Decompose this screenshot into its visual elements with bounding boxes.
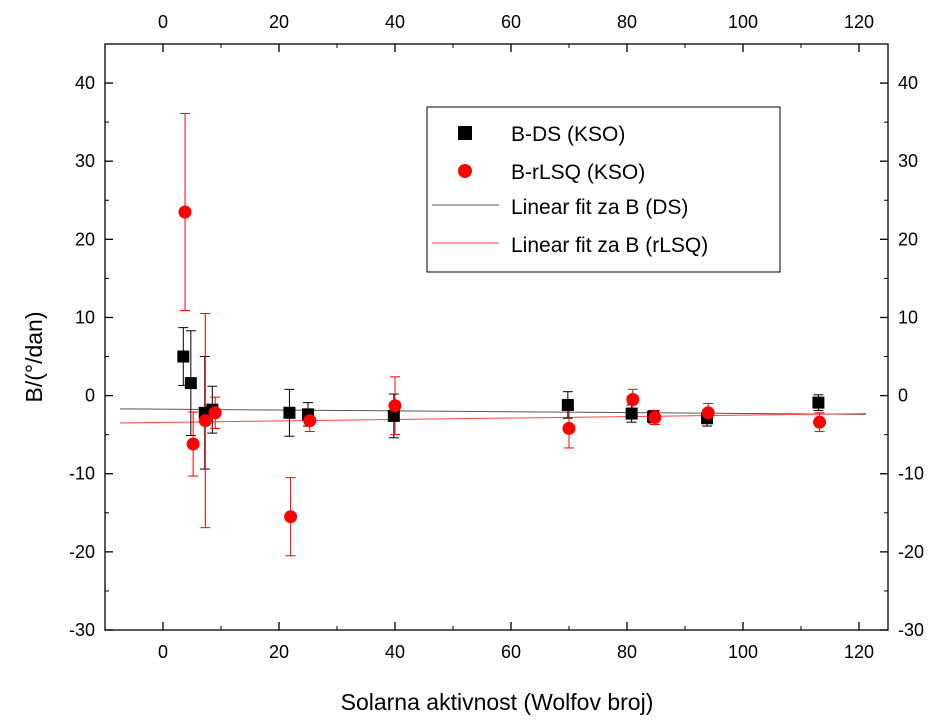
data-point-square bbox=[184, 377, 197, 390]
data-point-circle bbox=[562, 421, 576, 435]
fit-lines bbox=[119, 408, 867, 424]
y-tick-label-right: 20 bbox=[898, 229, 918, 249]
data-point-circle bbox=[208, 406, 222, 420]
y-tick-label-left: -20 bbox=[69, 542, 95, 562]
data-point-circle bbox=[388, 399, 402, 413]
fit-line bbox=[119, 413, 867, 424]
y-tick-label-left: 0 bbox=[85, 386, 95, 406]
y-tick-label-right: 30 bbox=[898, 151, 918, 171]
data-point-square bbox=[283, 406, 296, 419]
data-point-square bbox=[812, 396, 825, 409]
y-tick-label-right: -10 bbox=[898, 464, 924, 484]
y-tick-label-left: 40 bbox=[75, 73, 95, 93]
y-tick-label-right: -20 bbox=[898, 542, 924, 562]
y-tick-label-left: 20 bbox=[75, 229, 95, 249]
data-point-circle bbox=[648, 410, 662, 424]
x-tick-label-top: 20 bbox=[269, 12, 289, 32]
y-tick-label-left: 10 bbox=[75, 307, 95, 327]
x-tick-label-top: 80 bbox=[617, 12, 637, 32]
data-point-circle bbox=[198, 414, 212, 428]
data-point-square bbox=[561, 398, 574, 411]
x-tick-label-top: 120 bbox=[844, 12, 874, 32]
legend-box bbox=[426, 106, 781, 273]
x-tick-label-bottom: 60 bbox=[501, 642, 521, 662]
x-tick-label-bottom: 20 bbox=[269, 642, 289, 662]
y-tick-label-left: -30 bbox=[69, 620, 95, 640]
legend-label-rlsq: B-rLSQ (KSO) bbox=[511, 161, 645, 184]
x-tick-label-bottom: 100 bbox=[728, 642, 758, 662]
legend-marker-rlsq bbox=[458, 164, 472, 178]
legend-label-ds: B-DS (KSO) bbox=[511, 123, 625, 146]
x-tick-label-top: 60 bbox=[501, 12, 521, 32]
x-axis-title: Solarna aktivnost (Wolfov broj) bbox=[341, 689, 654, 715]
fit-line bbox=[119, 408, 867, 415]
y-tick-label-left: 30 bbox=[75, 151, 95, 171]
data-markers bbox=[177, 205, 827, 524]
x-tick-label-bottom: 40 bbox=[385, 642, 405, 662]
data-point-circle bbox=[303, 414, 317, 428]
data-point-square bbox=[625, 407, 638, 420]
y-tick-label-right: 10 bbox=[898, 307, 918, 327]
data-point-circle bbox=[626, 393, 640, 407]
data-point-circle bbox=[813, 415, 827, 429]
x-tick-label-bottom: 120 bbox=[844, 642, 874, 662]
x-tick-label-top: 100 bbox=[728, 12, 758, 32]
x-tick-label-bottom: 80 bbox=[617, 642, 637, 662]
data-point-circle bbox=[701, 406, 715, 420]
data-point-circle bbox=[284, 510, 298, 524]
legend: B-DS (KSO) B-rLSQ (KSO) Linear fit za B … bbox=[426, 106, 781, 273]
legend-label-fit-rlsq: Linear fit za B (rLSQ) bbox=[511, 234, 708, 257]
y-tick-label-right: 0 bbox=[898, 386, 908, 406]
legend-label-fit-ds: Linear fit za B (DS) bbox=[511, 196, 688, 219]
y-axis-title: B/(°/dan) bbox=[21, 311, 47, 402]
x-tick-label-top: 40 bbox=[385, 12, 405, 32]
plot-area-frame bbox=[104, 43, 889, 631]
x-tick-label-top: 0 bbox=[158, 12, 168, 32]
data-point-square bbox=[387, 409, 400, 422]
y-tick-label-left: -10 bbox=[69, 464, 95, 484]
legend-marker-ds bbox=[458, 126, 472, 140]
y-tick-label-right: -30 bbox=[898, 620, 924, 640]
data-point-square bbox=[177, 350, 190, 363]
data-point-circle bbox=[178, 205, 192, 219]
x-tick-label-bottom: 0 bbox=[158, 642, 168, 662]
data-point-circle bbox=[186, 437, 200, 451]
y-tick-label-right: 40 bbox=[898, 73, 918, 93]
